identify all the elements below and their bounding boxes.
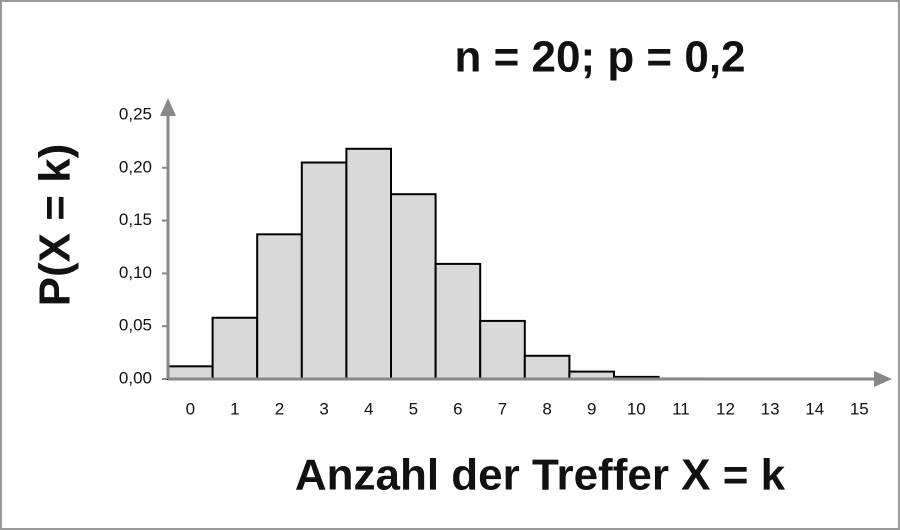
bar: [211, 316, 259, 381]
x-tick-label: 1: [230, 399, 239, 418]
x-tick-label: 14: [805, 399, 824, 418]
x-axis-label: Anzahl der Treffer X = k: [295, 451, 786, 500]
x-tick-label: 15: [850, 399, 869, 418]
x-tick-label: 8: [542, 399, 551, 418]
x-tick-label: 10: [627, 399, 646, 418]
x-tick-label: 5: [409, 399, 418, 418]
plot: 0,000,050,100,150,200,250 1 2 3 4 5 6 7 8 9 10 11 12…: [119, 104, 869, 418]
x-tick-label: 7: [498, 399, 507, 418]
bar: [523, 354, 571, 381]
y-tick-label: 0,10: [119, 263, 152, 282]
bar: [345, 147, 392, 380]
y-tick-label: 0,05: [119, 316, 152, 335]
chart-title: n = 20; p = 0,2: [454, 33, 745, 82]
x-tick-label: 6: [453, 399, 462, 418]
y-tick-label: 0,20: [119, 157, 152, 176]
bar: [256, 233, 303, 380]
x-tick-label: 3: [319, 399, 328, 418]
y-axis-label: P(X = k): [31, 144, 80, 307]
x-tick-label: 2: [275, 399, 284, 418]
bar: [479, 319, 526, 381]
x-arrow: [874, 371, 892, 387]
y-arrow: [160, 98, 176, 116]
bar: [434, 262, 482, 380]
y-tick-label: 0,00: [119, 368, 152, 387]
bar: [390, 193, 437, 380]
x-tick-label: 11: [672, 399, 690, 418]
y-tick-label: 0,25: [119, 104, 152, 123]
bar: [167, 365, 214, 381]
x-tick-label: 0: [186, 399, 195, 418]
y-tick-label: 0,15: [119, 210, 152, 229]
x-tick-label: 13: [761, 399, 780, 418]
x-tick-label: 12: [716, 399, 735, 418]
bar: [300, 161, 348, 380]
x-tick-label: 9: [587, 399, 596, 418]
x-tick-label: 4: [364, 399, 373, 418]
